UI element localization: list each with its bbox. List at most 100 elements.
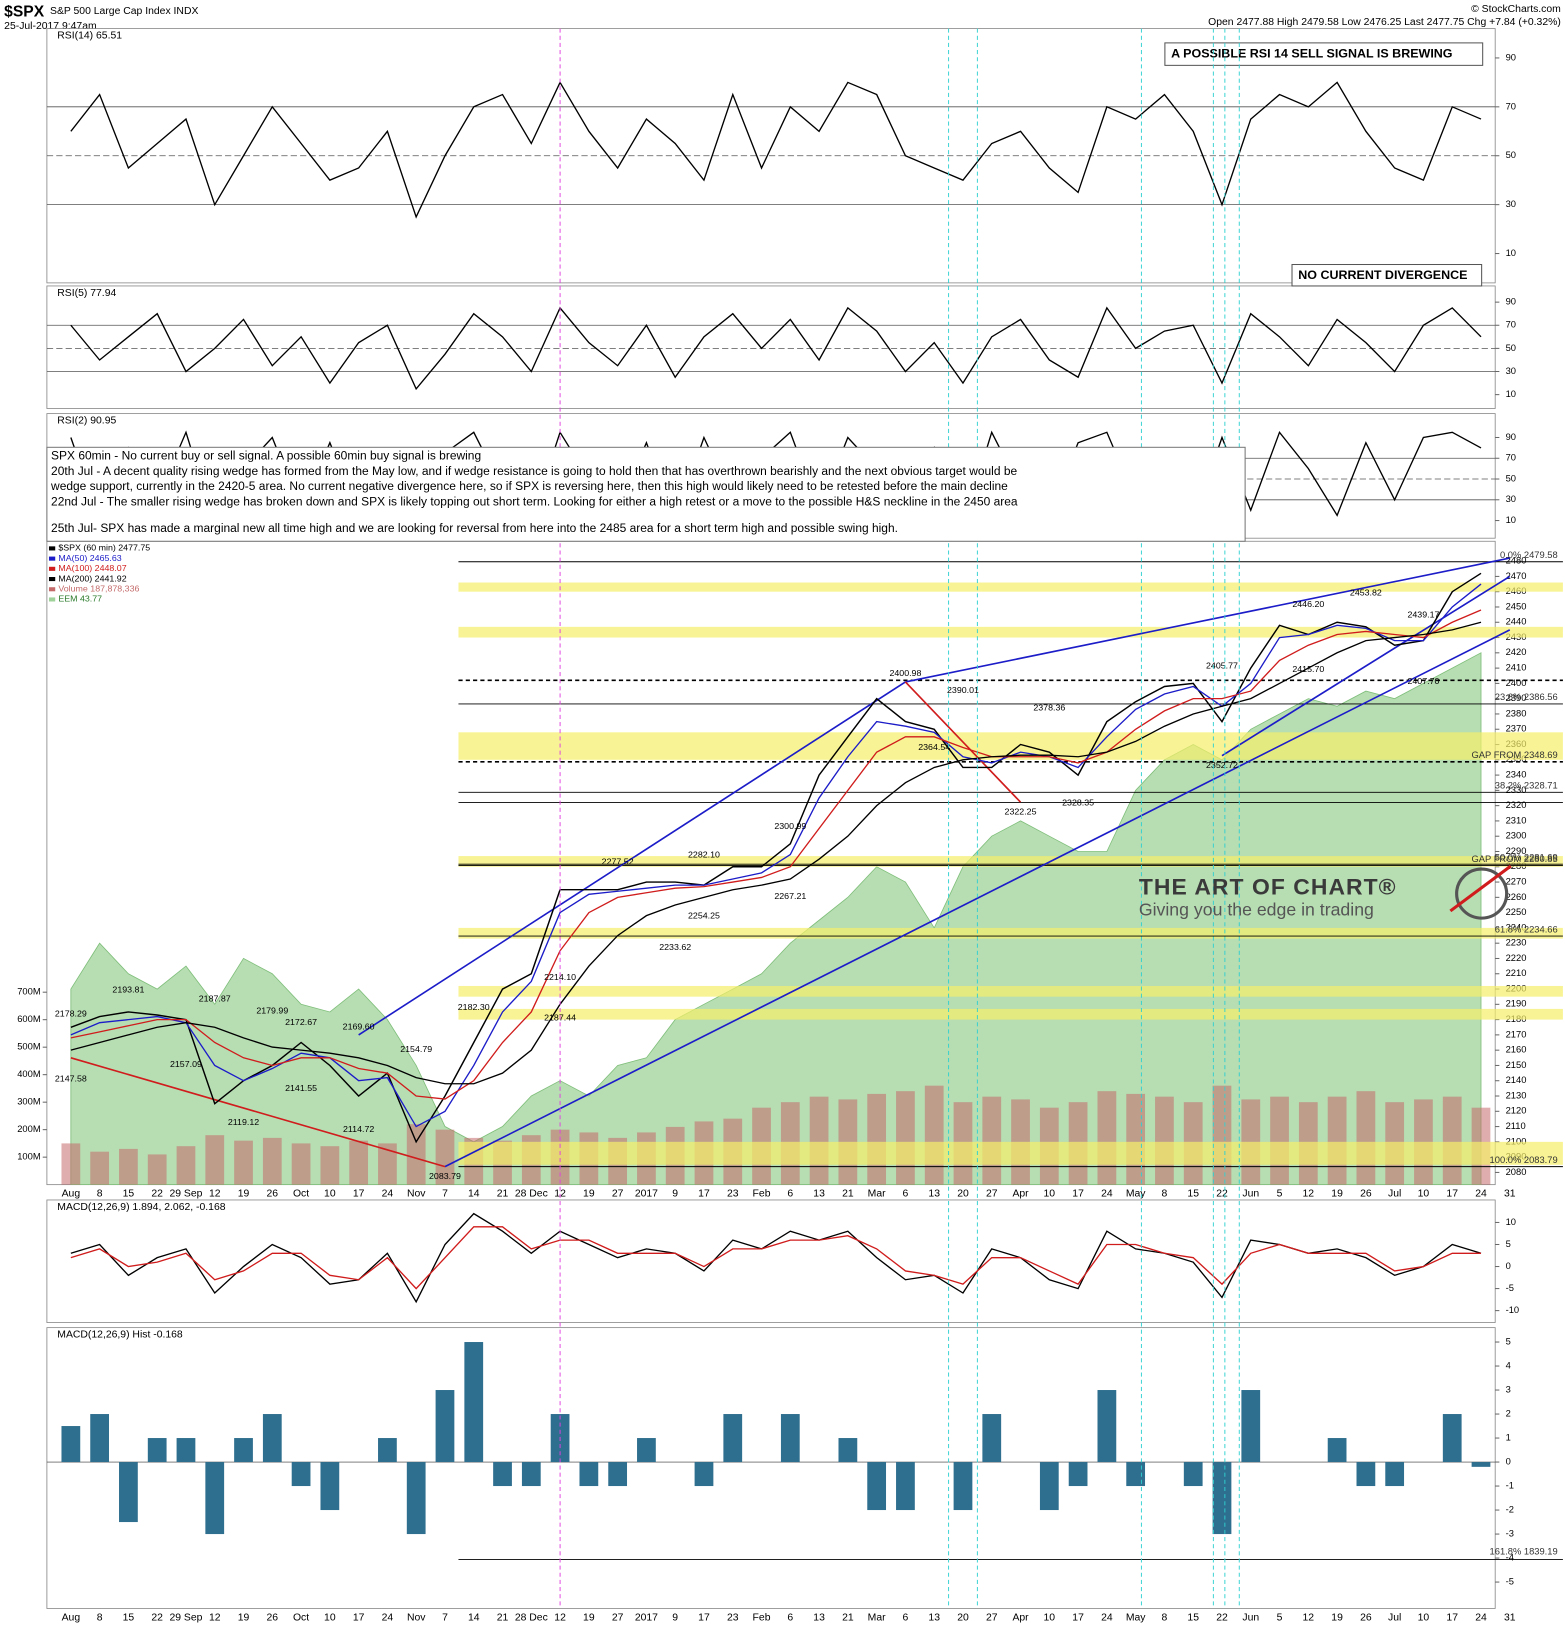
volume-bar: [320, 1146, 340, 1185]
commentary-line: 25th Jul- SPX has made a marginal new al…: [51, 521, 898, 535]
x-tick-label: 19: [238, 1612, 250, 1623]
level-label: GAP FROM 2280.85: [1472, 854, 1558, 864]
y2-tick-label: 400M: [17, 1069, 40, 1079]
y-tick-label: 4: [1506, 1361, 1511, 1371]
x-tick-label: 13: [813, 1189, 825, 1200]
volume-bar: [378, 1143, 397, 1185]
y-tick-label: 30: [1506, 366, 1516, 376]
x-tick-label: 19: [1331, 1189, 1343, 1200]
y-tick-label: -5: [1506, 1283, 1514, 1293]
x-tick-label: 28 Dec: [515, 1189, 548, 1200]
volume-bar: [1442, 1096, 1462, 1185]
price-label: 2277.52: [602, 857, 634, 867]
index-name: S&P 500 Large Cap Index INDX: [50, 6, 199, 17]
x-tick-label: 17: [698, 1189, 710, 1200]
y-tick-label: 2080: [1506, 1167, 1527, 1177]
price-label: 2446.20: [1292, 599, 1324, 609]
level-label: 100.0% 2083.79: [1490, 1155, 1558, 1165]
legend-swatch: [48, 556, 56, 561]
level-label: 0.0% 2479.58: [1500, 550, 1558, 560]
x-tick-label: Apr: [1012, 1189, 1029, 1200]
price-label: 2141.55: [285, 1083, 317, 1093]
hist-bar: [406, 1462, 426, 1535]
x-tick-label: 27: [986, 1189, 998, 1200]
y-tick-label: 2440: [1506, 617, 1527, 627]
y-tick-label: 30: [1506, 199, 1516, 209]
hist-bar: [608, 1462, 628, 1487]
y-tick-label: 3: [1506, 1385, 1511, 1395]
y-tick-label: 2: [1506, 1409, 1511, 1419]
series-line: [70, 80, 1482, 219]
y2-tick-label: 500M: [17, 1042, 40, 1052]
x-tick-label: 6: [903, 1612, 909, 1623]
y-tick-label: 2480: [1506, 556, 1527, 566]
x-tick-label: May: [1126, 1189, 1147, 1200]
x-tick-label: 26: [267, 1612, 279, 1623]
quote: Open 2477.88 High 2479.58 Low 2476.25 La…: [1208, 17, 1561, 28]
hist-bar: [1471, 1462, 1491, 1467]
hist-bar: [90, 1414, 110, 1463]
x-tick-label: 31: [1504, 1189, 1516, 1200]
level-label: 50.0% 2281.69: [1495, 853, 1558, 863]
y-tick-label: 0: [1506, 1261, 1511, 1271]
y-tick-label: 2120: [1506, 1106, 1527, 1116]
watermark-logo: [1455, 867, 1509, 920]
x-tick-label: Apr: [1012, 1612, 1029, 1623]
x-tick-label: Jul: [1388, 1189, 1401, 1200]
legend-entry: Volume 187,878,336: [58, 584, 139, 594]
x-tick-label: Mar: [868, 1189, 886, 1200]
trendline: [1221, 575, 1511, 757]
price-label: 2179.99: [256, 1006, 288, 1016]
hist-bar: [780, 1414, 800, 1463]
price-label: 2154.79: [400, 1044, 432, 1054]
commentary-line: wedge support, currently in the 2420-5 a…: [50, 479, 1008, 493]
legend-swatch: [48, 546, 56, 551]
volume-bar: [1126, 1093, 1146, 1185]
legend-entry: MA(50) 2465.63: [58, 553, 122, 563]
hist-bar: [838, 1438, 858, 1463]
x-tick-label: 21: [497, 1612, 509, 1623]
y-tick-label: 90: [1506, 432, 1516, 442]
x-tick-label: Feb: [753, 1189, 771, 1200]
x-tick-label: 19: [583, 1612, 595, 1623]
volume-bar: [234, 1140, 253, 1185]
date: 25-Jul-2017 9:47am: [4, 21, 97, 32]
series-line: [70, 1226, 1482, 1290]
price-label: 2378.36: [1033, 703, 1065, 713]
hist-bar: [435, 1390, 455, 1463]
watermark-tagline: Giving you the edge in trading: [1139, 900, 1374, 920]
x-tick-label: 12: [1303, 1612, 1315, 1623]
y-tick-label: -1: [1506, 1481, 1514, 1491]
commentary-line: 22nd Jul - The smaller rising wedge has …: [51, 495, 1018, 509]
x-tick-label: 10: [1044, 1612, 1056, 1623]
annotation: A POSSIBLE RSI 14 SELL SIGNAL IS BREWING: [1171, 46, 1452, 60]
price-label: 2364.54: [918, 742, 950, 752]
trendline: [905, 557, 1510, 683]
x-tick-label: 10: [324, 1189, 336, 1200]
x-tick-label: Feb: [753, 1612, 771, 1623]
y-tick-label: 30: [1506, 494, 1516, 504]
x-tick-label: Nov: [407, 1189, 426, 1200]
x-tick-label: Mar: [868, 1612, 886, 1623]
price-label: 2300.99: [774, 821, 806, 831]
y-tick-label: 2110: [1506, 1121, 1526, 1131]
price-label: 2254.25: [688, 911, 720, 921]
series-line: [70, 609, 1482, 1100]
x-tick-label: 17: [353, 1189, 365, 1200]
x-tick-label: 17: [353, 1612, 365, 1623]
x-tick-label: 23: [727, 1612, 739, 1623]
level-label: 38.2% 2328.71: [1495, 781, 1558, 791]
y-tick-label: 10: [1506, 248, 1516, 258]
x-tick-label: 8: [1162, 1189, 1168, 1200]
y-tick-label: 5: [1506, 1239, 1511, 1249]
x-tick-label: 23: [727, 1189, 739, 1200]
x-tick-label: 13: [928, 1612, 940, 1623]
hist-bar: [1327, 1438, 1347, 1463]
x-tick-label: 12: [554, 1612, 566, 1623]
panel-frame: [46, 1199, 1496, 1323]
y-tick-label: 2240: [1506, 922, 1527, 932]
trendline: [444, 629, 1511, 1168]
y-tick-label: 2320: [1506, 800, 1527, 810]
x-tick-label: 6: [787, 1612, 793, 1623]
x-tick-label: 17: [1446, 1612, 1458, 1623]
